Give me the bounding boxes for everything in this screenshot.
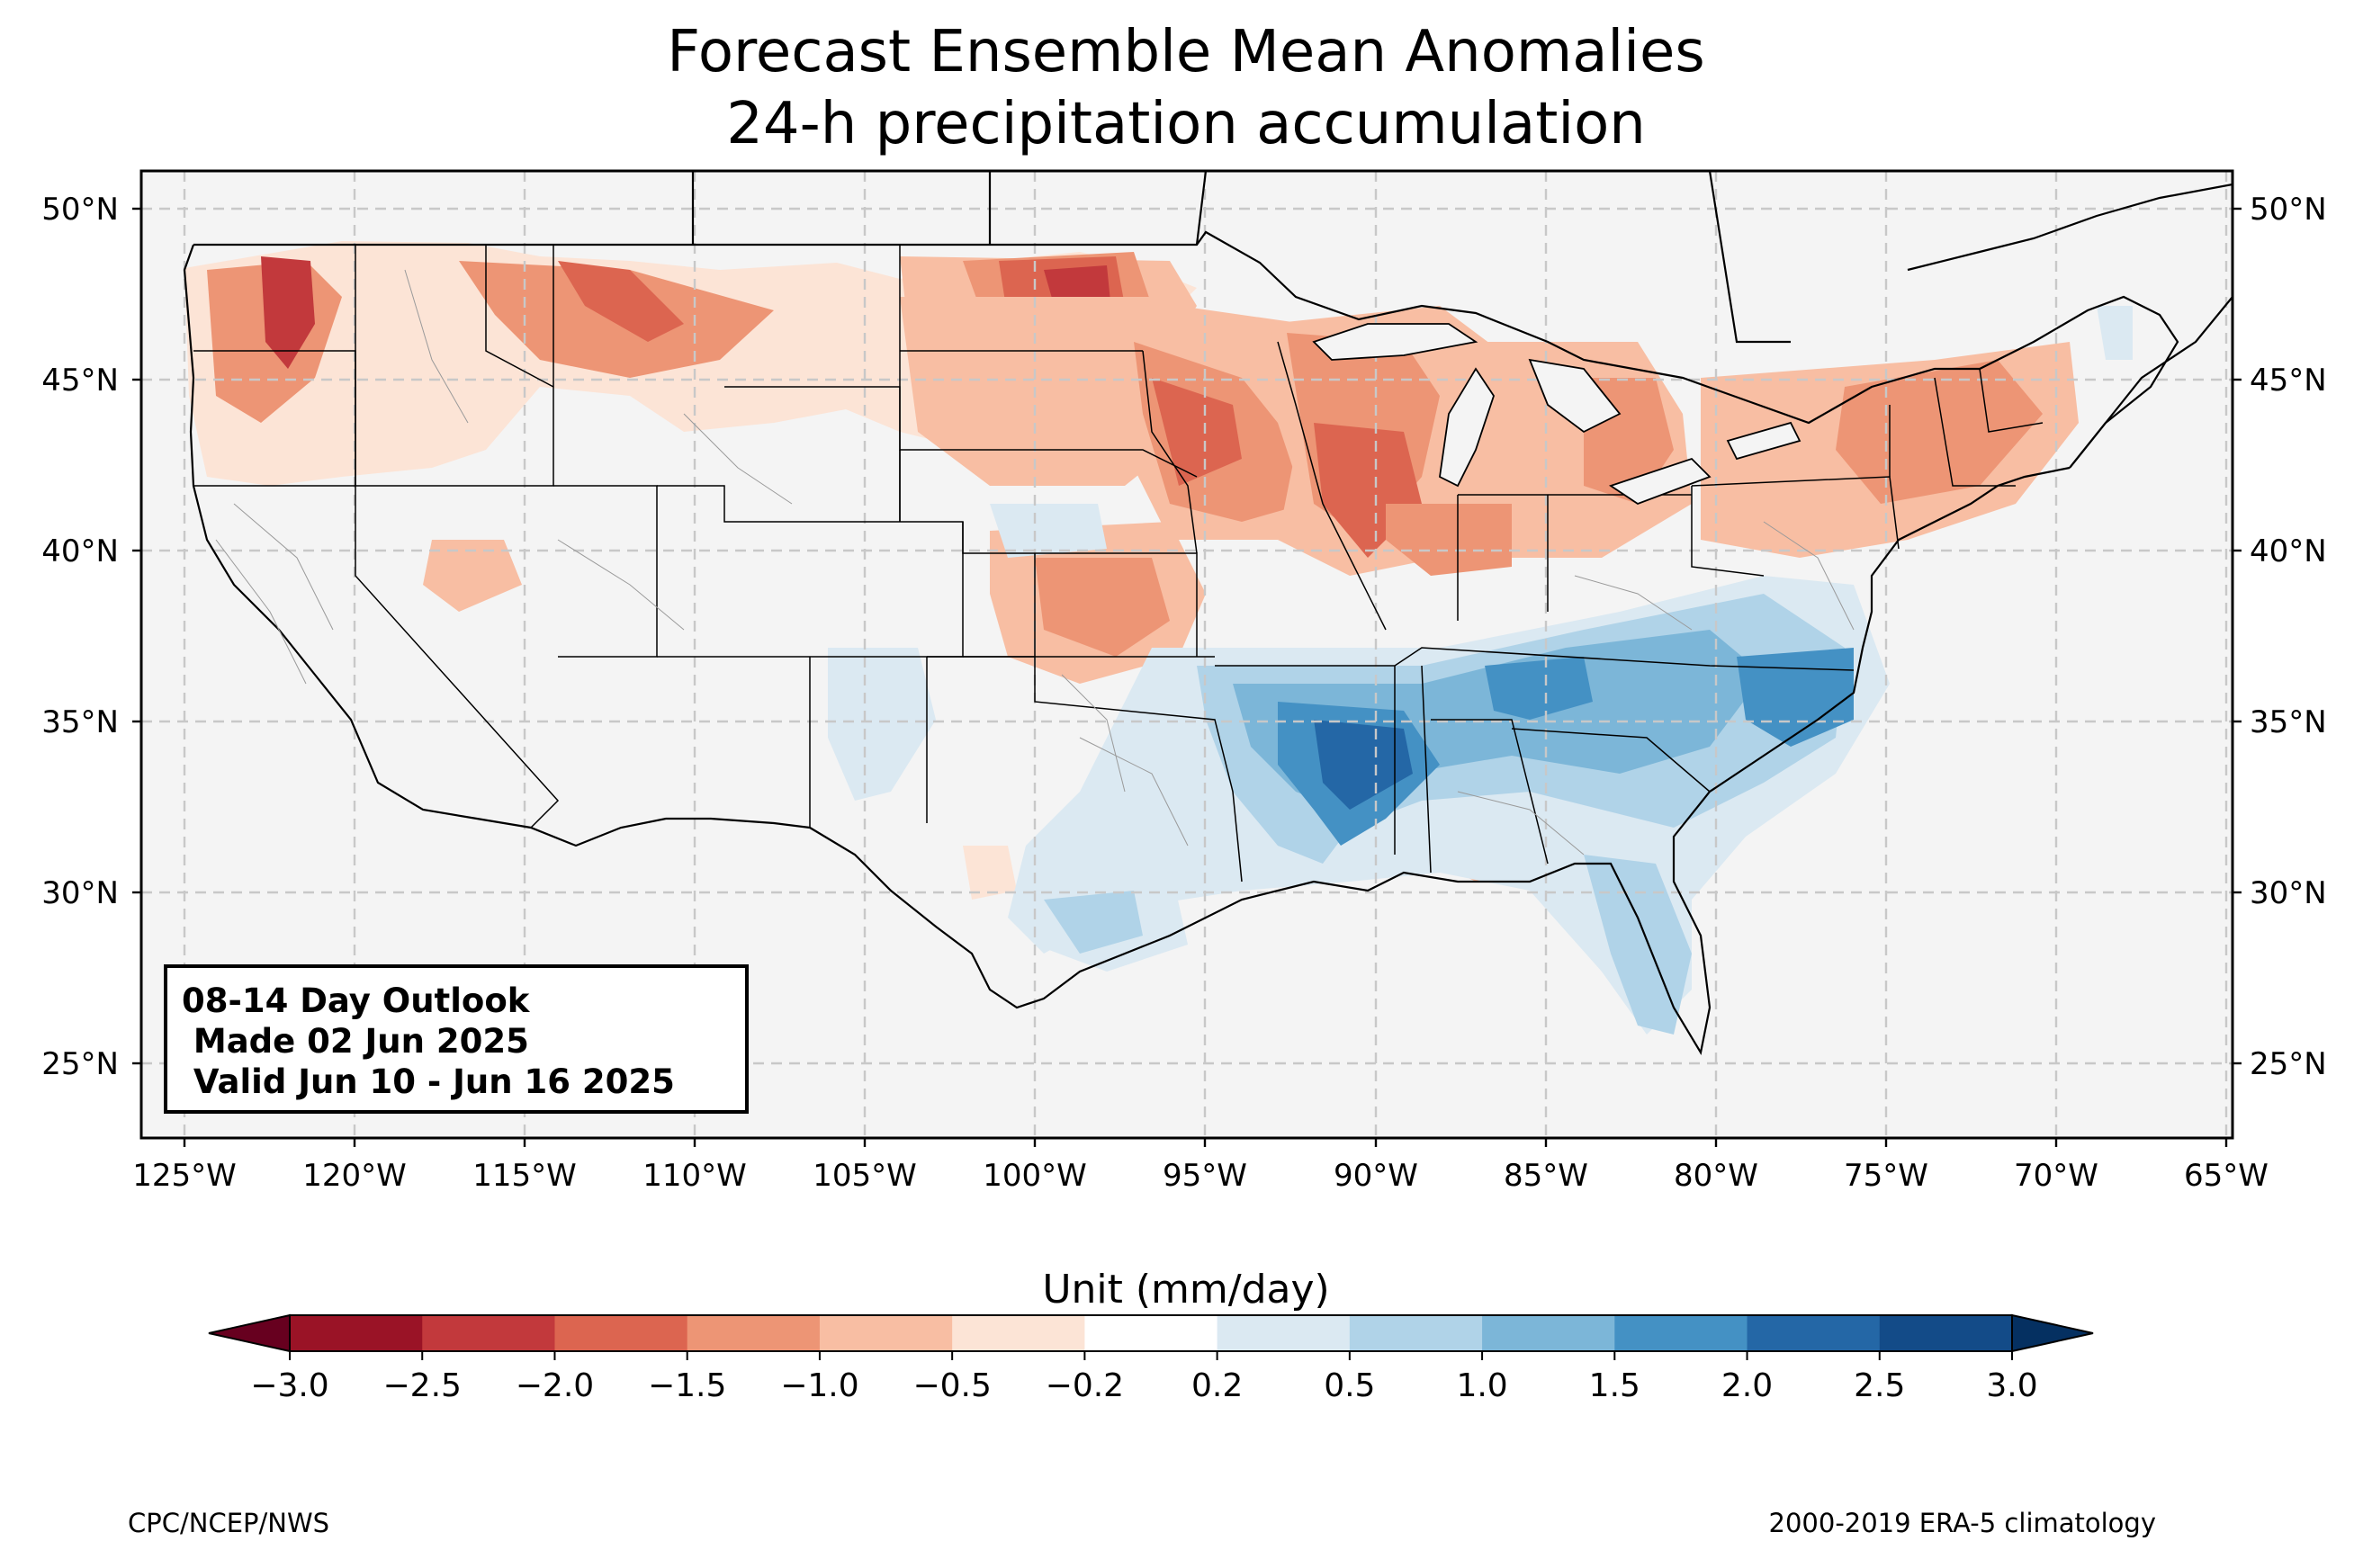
lat-label: 25°N — [41, 1046, 119, 1082]
map-frame — [139, 169, 2234, 1140]
lat-label: 45°N — [41, 363, 119, 399]
colorbar-tick-label: −1.0 — [780, 1367, 858, 1404]
colorbar-segment — [687, 1315, 821, 1351]
chart-title-line2: 24-h precipitation accumulation — [726, 91, 1646, 157]
country-borders — [183, 171, 2233, 1056]
colorbar-tick-label: 1.5 — [1589, 1367, 1640, 1404]
colorbar-tick-label: −0.5 — [912, 1367, 991, 1404]
lat-label: 50°N — [2250, 192, 2327, 228]
colorbar-segment — [1084, 1315, 1218, 1351]
lat-label: 30°N — [41, 875, 119, 911]
colorbar-tick-label: −3.0 — [250, 1367, 328, 1404]
lon-label: 90°W — [1334, 1158, 1418, 1194]
great-lakes — [1312, 323, 1801, 506]
lon-label: 120°W — [302, 1158, 407, 1194]
lat-label: 30°N — [2250, 875, 2327, 911]
colorbar-tick-label: 1.0 — [1456, 1367, 1507, 1404]
colorbar-under-arrow — [208, 1313, 291, 1353]
lon-label: 95°W — [1163, 1158, 1247, 1194]
colorbar-title: Unit (mm/day) — [1042, 1267, 1330, 1313]
lat-label: 40°N — [2250, 533, 2327, 569]
colorbar-segment — [1482, 1315, 1615, 1351]
climatology-note: 2000-2019 ERA-5 climatology — [1768, 1508, 2156, 1538]
source-credit: CPC/NCEP/NWS — [128, 1508, 330, 1538]
colorbar-tick-label: 3.0 — [1986, 1367, 2037, 1404]
colorbar-over-arrow — [2011, 1313, 2094, 1353]
lon-label: 70°W — [2014, 1158, 2098, 1194]
colorbar — [208, 1313, 2094, 1353]
colorbar-frame — [289, 1314, 2013, 1352]
colorbar-segment — [1614, 1315, 1748, 1351]
state-borders — [193, 245, 2044, 883]
lat-labels-right: 50°N 45°N 40°N 35°N 30°N 25°N — [2250, 192, 2327, 1082]
lon-label: 105°W — [813, 1158, 917, 1194]
colorbar-tick-label: −0.2 — [1046, 1367, 1124, 1404]
dry-anomaly-regions — [184, 241, 2079, 900]
axis-ticks — [132, 207, 2242, 1147]
lat-label: 35°N — [41, 704, 119, 740]
outlook-made-date: Made 02 Jun 2025 — [182, 1022, 529, 1061]
outlook-valid-range: Valid Jun 10 - Jun 16 2025 — [182, 1062, 675, 1101]
colorbar-tick-label: 0.2 — [1191, 1367, 1243, 1404]
colorbar-segment — [1879, 1315, 2013, 1351]
colorbar-tick-label: 2.0 — [1721, 1367, 1773, 1404]
lon-label: 100°W — [983, 1158, 1087, 1194]
colorbar-segment — [1747, 1315, 1881, 1351]
lat-label: 45°N — [2250, 363, 2327, 399]
lon-label: 115°W — [472, 1158, 577, 1194]
lon-label: 110°W — [642, 1158, 747, 1194]
lat-label: 25°N — [2250, 1046, 2327, 1082]
lat-labels-left: 50°N 45°N 40°N 35°N 30°N 25°N — [41, 192, 119, 1082]
colorbar-tick-label: 2.5 — [1854, 1367, 1905, 1404]
lon-labels: 125°W 120°W 115°W 110°W 105°W 100°W 95°W… — [132, 1158, 2269, 1194]
colorbar-segment — [422, 1315, 555, 1351]
colorbar-tick-labels: −3.0 −2.5 −2.0 −1.5 −1.0 −0.5 −0.2 0.2 0.5 1.0 1.5… — [250, 1351, 2038, 1404]
lat-label: 40°N — [41, 533, 119, 569]
lon-label: 125°W — [132, 1158, 237, 1194]
lon-label: 85°W — [1504, 1158, 1588, 1194]
colorbar-segment — [952, 1315, 1085, 1351]
lat-label: 35°N — [2250, 704, 2327, 740]
county-lines — [215, 269, 1855, 856]
outlook-period: 08-14 Day Outlook — [182, 981, 530, 1020]
outlook-info-box: 08-14 Day Outlook Made 02 Jun 2025 Valid… — [164, 964, 749, 1114]
lon-label: 80°W — [1674, 1158, 1758, 1194]
colorbar-segment — [554, 1315, 688, 1351]
chart-title-line1: Forecast Ensemble Mean Anomalies — [667, 19, 1705, 85]
colorbar-tick-label: −2.0 — [516, 1367, 594, 1404]
lon-label: 75°W — [1844, 1158, 1928, 1194]
lat-label: 50°N — [41, 192, 119, 228]
colorbar-segment — [1349, 1315, 1483, 1351]
colorbar-tick-label: 0.5 — [1324, 1367, 1375, 1404]
colorbar-segment — [819, 1315, 953, 1351]
colorbar-tick-label: −1.5 — [648, 1367, 726, 1404]
colorbar-segment — [1217, 1315, 1351, 1351]
colorbar-tick-label: −2.5 — [383, 1367, 462, 1404]
colorbar-segment — [290, 1315, 423, 1351]
lon-label: 65°W — [2184, 1158, 2269, 1194]
